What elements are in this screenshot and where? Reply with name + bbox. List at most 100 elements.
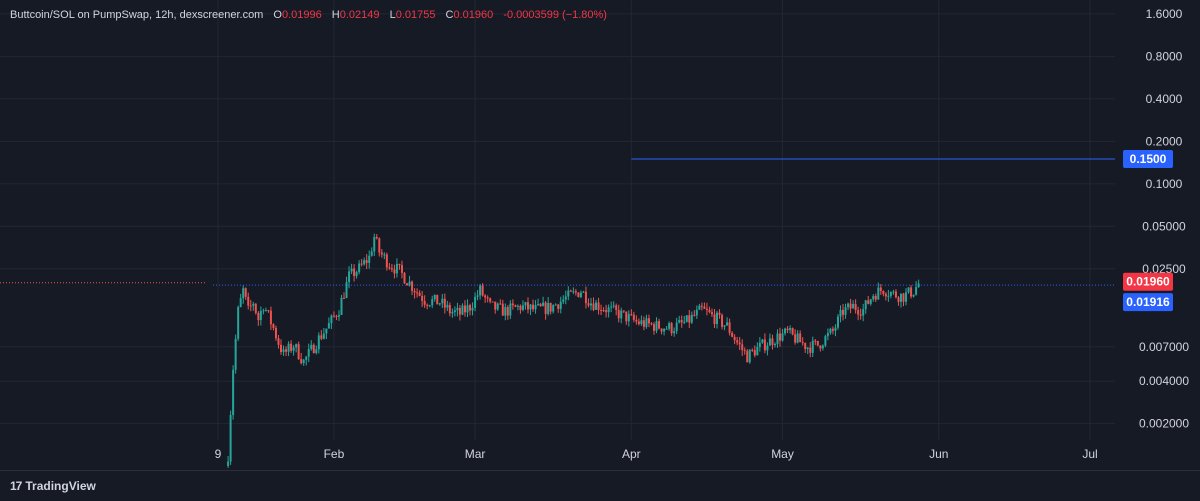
candle-body — [915, 287, 918, 295]
candle-body — [781, 333, 784, 341]
candle-body — [615, 305, 618, 310]
tradingview-brand[interactable]: 17 TradingView — [10, 479, 96, 493]
candle-body — [491, 301, 494, 303]
candle-body — [280, 344, 283, 353]
candle-body — [773, 344, 776, 346]
candle-body — [809, 347, 812, 353]
candle-body — [549, 302, 552, 312]
candle-body — [262, 310, 265, 312]
open-value: 0.01996 — [281, 9, 322, 21]
candle-body — [700, 305, 703, 307]
candle-body — [456, 307, 459, 311]
candle-body — [242, 288, 245, 299]
candle-body — [718, 312, 721, 315]
candle-body — [869, 299, 872, 304]
candle-body — [602, 310, 605, 312]
high-value: 0.02149 — [339, 9, 380, 21]
candle-body — [768, 338, 771, 346]
candle-body — [708, 310, 711, 313]
candle-body — [398, 263, 401, 266]
candle-body — [579, 292, 582, 297]
footer-bar: 17 TradingView — [0, 470, 1200, 501]
candle-body — [348, 271, 351, 283]
candle-body — [277, 338, 280, 345]
candle-body — [383, 254, 386, 256]
candle-body — [592, 303, 595, 310]
candle-body — [605, 310, 608, 313]
candle-body — [884, 293, 887, 297]
candle-body — [355, 272, 358, 277]
candle-body — [625, 311, 628, 322]
candle-body — [690, 314, 693, 323]
candle-body — [337, 314, 340, 317]
candle-body — [784, 328, 787, 334]
price-axis-label: 0.1000 — [1146, 177, 1183, 191]
candle-body — [463, 305, 466, 313]
candle-body — [743, 349, 746, 351]
candle-body — [713, 314, 716, 324]
candle-body — [335, 316, 338, 318]
price-axis-label: 0.8000 — [1146, 49, 1183, 63]
candle-body — [716, 312, 719, 324]
date-axis-label: May — [771, 447, 794, 461]
candle-body — [786, 328, 789, 331]
candle-body — [867, 300, 870, 304]
candle-body — [363, 260, 366, 265]
candle-body — [534, 304, 537, 310]
candle-body — [569, 290, 572, 292]
candle-body — [227, 461, 230, 467]
candle-body — [791, 328, 794, 335]
candle-body — [229, 415, 232, 462]
last-price-badge-bg — [1123, 272, 1173, 291]
candle-body — [761, 339, 764, 343]
candle-body — [839, 309, 842, 317]
candle-body — [653, 324, 655, 331]
candle-body — [847, 303, 850, 308]
candle-body — [244, 288, 247, 297]
candle-body — [310, 344, 313, 350]
candle-body — [600, 309, 603, 311]
candle-body — [232, 369, 235, 416]
candle-body — [471, 307, 474, 311]
candle-body — [521, 305, 524, 310]
candle-body — [340, 297, 343, 315]
candle-body — [912, 294, 915, 297]
candle-body — [736, 340, 739, 343]
last-price-badge: 0.01960 — [1126, 275, 1170, 289]
candle-body — [426, 304, 429, 306]
candle-body — [446, 304, 449, 308]
candle-body — [519, 305, 522, 310]
candle-body — [390, 268, 393, 270]
price-axis-label: 1.6000 — [1146, 7, 1183, 21]
candle-body — [400, 265, 403, 273]
candle-body — [852, 303, 855, 309]
candle-body — [905, 292, 908, 302]
candle-body — [378, 238, 381, 253]
price-chart[interactable]: 1.6000 0.8000 0.4000 0.2000 0.1000 0.05000 0.0… — [0, 0, 1200, 470]
candle-body — [504, 307, 507, 316]
candle-body — [486, 297, 489, 299]
candle-body — [524, 302, 527, 306]
candle-body — [821, 345, 824, 349]
candle-body — [680, 320, 683, 323]
candle-body — [542, 302, 545, 307]
candle-body — [353, 268, 356, 277]
candle-body — [733, 336, 736, 341]
candle-body — [554, 304, 557, 306]
candle-body — [660, 328, 663, 332]
candle-body — [804, 342, 807, 350]
candle-body — [894, 291, 897, 298]
ohlc-legend: Buttcoin/SOL on PumpSwap, 12h, dexscreen… — [10, 9, 607, 21]
candle-body — [312, 344, 315, 354]
candle-body — [537, 303, 540, 305]
candle-body — [595, 302, 598, 310]
candle-body — [552, 305, 555, 312]
candle-body — [285, 349, 288, 352]
candle-body — [789, 328, 792, 331]
candle-body — [496, 303, 499, 310]
candle-body — [816, 340, 819, 346]
candle-body — [343, 297, 346, 299]
candle-body — [806, 347, 809, 350]
candle-body — [252, 303, 255, 306]
